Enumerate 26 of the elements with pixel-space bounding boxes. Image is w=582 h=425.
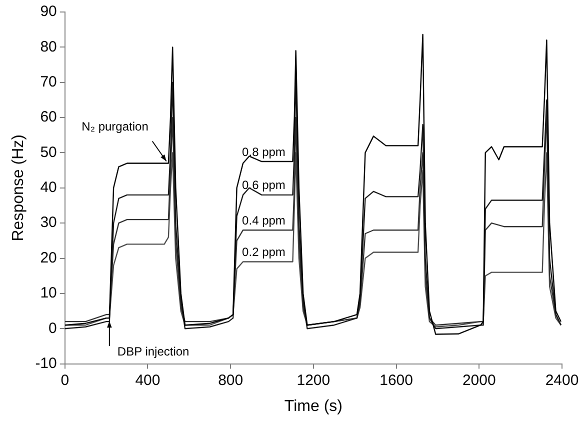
y-tick-label: 0 <box>48 320 57 337</box>
y-axis-title: Response (Hz) <box>10 134 28 242</box>
y-tick-label: 10 <box>40 284 57 302</box>
series-label: 0.4 ppm <box>242 213 286 228</box>
y-tick-label: 90 <box>40 3 57 20</box>
series-label: 0.8 ppm <box>242 144 286 159</box>
x-tick-label: 2000 <box>462 372 496 389</box>
x-tick-label: 2400 <box>545 372 579 389</box>
x-axis-title: Time (s) <box>284 398 342 415</box>
y-tick-label: 60 <box>40 108 57 126</box>
y-tick-label: 70 <box>40 74 57 90</box>
x-tick-label: 1600 <box>380 372 413 389</box>
annotation: DBP injection <box>117 344 190 358</box>
y-tick-label: 80 <box>40 38 57 56</box>
annotation: N₂ purgation <box>82 120 148 134</box>
y-tick-label: 40 <box>40 179 57 196</box>
x-tick-label: 400 <box>135 372 160 389</box>
x-tick-label: 800 <box>218 372 244 389</box>
y-tick-label: 50 <box>40 144 57 161</box>
y-tick-label: -10 <box>35 354 57 372</box>
series-label: 0.6 ppm <box>242 178 286 192</box>
y-tick-label: 30 <box>40 214 57 232</box>
x-tick-label: 1200 <box>296 372 330 389</box>
y-tick-label: 20 <box>40 249 57 266</box>
x-tick-label: 0 <box>60 372 70 389</box>
series-label: 0.2 ppm <box>242 245 286 260</box>
